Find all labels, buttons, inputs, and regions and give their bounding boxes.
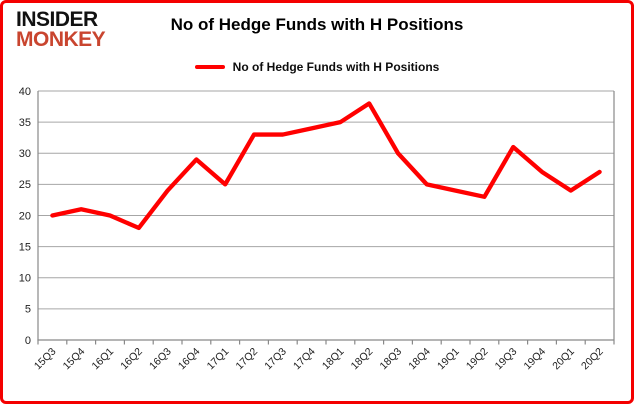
x-tick-label: 15Q3: [32, 346, 59, 373]
x-tick-label: 17Q3: [262, 346, 289, 373]
y-tick-label: 5: [25, 304, 31, 316]
x-tick-label: 19Q3: [493, 346, 520, 373]
x-tick-label: 17Q2: [233, 346, 260, 373]
x-tick-label: 19Q1: [435, 346, 462, 373]
x-tick-label: 18Q3: [377, 346, 404, 373]
logo-line-insider: INSIDER: [16, 8, 98, 31]
x-tick-label: 18Q4: [406, 346, 433, 373]
x-tick-label: 15Q4: [61, 346, 88, 373]
y-tick-label: 40: [19, 86, 31, 98]
chart-title: No of Hedge Funds with H Positions: [170, 15, 464, 34]
logo-line-monkey: MONKEY: [16, 27, 106, 51]
x-tick-label: 18Q2: [349, 346, 376, 373]
y-tick-label: 10: [19, 273, 31, 285]
y-tick-label: 30: [19, 148, 31, 160]
x-tick-label: 17Q4: [291, 346, 318, 373]
insider-monkey-logo: INSIDER MONKEY: [16, 8, 106, 51]
x-tick-label: 17Q1: [205, 346, 232, 373]
chart-canvas: 0 5 10 15 20 25 30 35 40 15Q3 15Q4 16Q1 16Q2 16Q3 16Q4…: [19, 86, 615, 373]
x-tick-label: 18Q1: [320, 346, 347, 373]
y-tick-label: 0: [25, 335, 31, 347]
series-line: [50, 101, 602, 231]
x-tick-label: 19Q2: [464, 346, 491, 373]
x-tick-label: 16Q2: [118, 346, 145, 373]
x-tick-label: 20Q2: [579, 346, 606, 373]
x-tick-label: 16Q4: [176, 346, 203, 373]
x-tick-label: 20Q1: [550, 346, 577, 373]
legend: No of Hedge Funds with H Positions: [3, 60, 631, 74]
y-tick-label: 35: [19, 117, 31, 129]
legend-line-swatch: [194, 64, 225, 70]
y-tick-label: 20: [19, 210, 31, 222]
y-tick-label: 15: [19, 241, 31, 253]
y-tick-label: 25: [19, 179, 31, 191]
x-tick-label: 16Q3: [147, 346, 174, 373]
x-tick-label: 16Q1: [89, 346, 116, 373]
legend-label: No of Hedge Funds with H Positions: [232, 60, 440, 74]
x-tick-label: 19Q4: [521, 346, 548, 373]
